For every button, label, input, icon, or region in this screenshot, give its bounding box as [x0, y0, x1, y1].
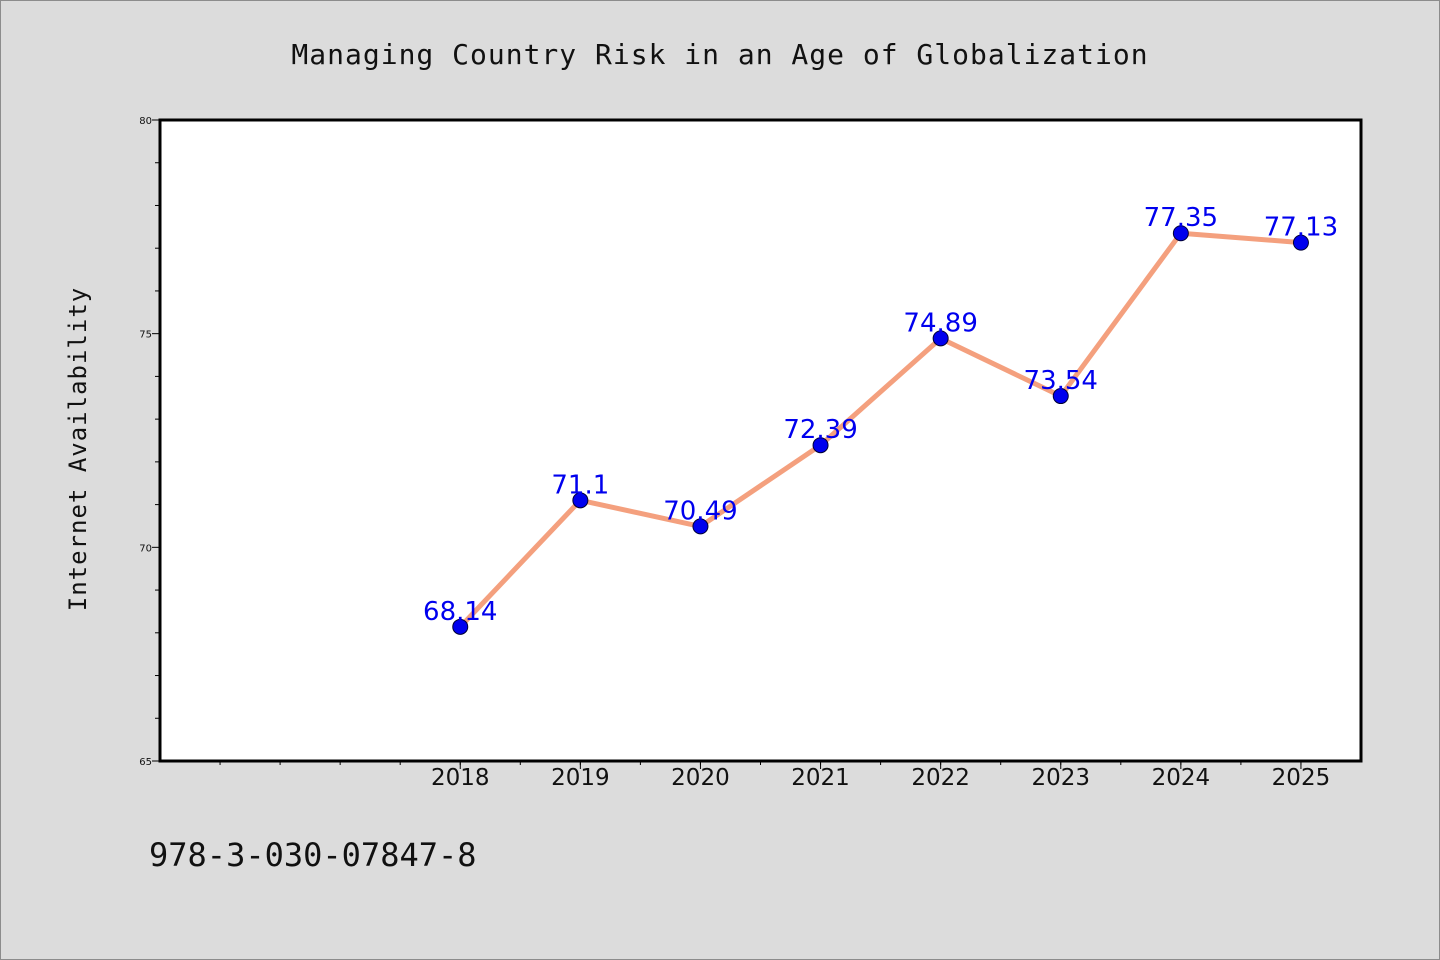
- data-label: 72.39: [783, 415, 857, 445]
- x-tick-label: 2019: [551, 765, 610, 791]
- x-tick-label: 2021: [791, 765, 850, 791]
- data-label: 71.1: [551, 470, 609, 500]
- y-tick-label: 75: [139, 330, 152, 341]
- x-axis: 2018 2019 2020 2021 2022 2023 2024 2025: [219, 761, 1331, 791]
- data-point: [1292, 234, 1309, 251]
- x-tick-label: 2024: [1152, 765, 1211, 791]
- y-tick-label: 80: [139, 116, 152, 127]
- x-tick-label: 2020: [671, 765, 730, 791]
- x-tick-label: 2018: [431, 765, 490, 791]
- data-point: [932, 330, 949, 347]
- y-axis-label: Internet Availability: [64, 287, 92, 611]
- x-tick-label: 2022: [911, 765, 970, 791]
- data-point: [1052, 388, 1069, 405]
- series-line: [457, 230, 1304, 630]
- data-point: [812, 437, 829, 454]
- chart-title: Managing Country Risk in an Age of Globa…: [291, 38, 1148, 71]
- data-label: 68.14: [423, 597, 497, 627]
- data-point: [572, 492, 589, 509]
- y-tick-label: 65: [139, 757, 152, 768]
- footer-isbn: 978-3-030-07847-8: [149, 836, 477, 874]
- data-point: [692, 518, 709, 535]
- y-axis: 65 70 75 80: [139, 116, 160, 768]
- data-label: 77.35: [1144, 203, 1218, 233]
- plot-area: [158, 118, 1363, 763]
- data-label: 74.89: [903, 308, 977, 338]
- data-series: 68.14 71.1 70.49 72.39 74.89 73.54 77.35 77.13: [423, 203, 1338, 635]
- x-tick-label: 2025: [1272, 765, 1331, 791]
- data-label: 73.54: [1024, 366, 1098, 396]
- data-point: [452, 618, 469, 635]
- y-tick-label: 70: [139, 543, 152, 554]
- data-label: 77.13: [1264, 213, 1338, 243]
- data-point: [1172, 225, 1189, 242]
- x-tick-label: 2023: [1031, 765, 1090, 791]
- data-label: 70.49: [663, 496, 737, 526]
